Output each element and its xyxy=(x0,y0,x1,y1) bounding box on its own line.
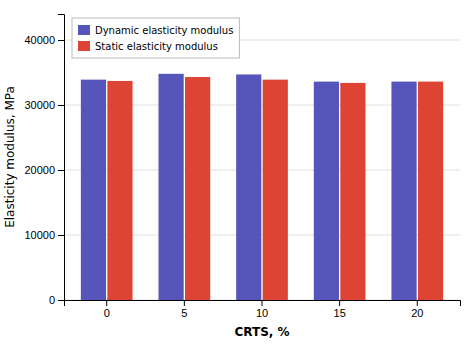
legend-label: Dynamic elasticity modulus xyxy=(95,25,233,36)
x-tick-mark xyxy=(339,300,340,306)
x-tick: 5 xyxy=(181,300,187,319)
bar xyxy=(81,80,106,300)
y-tick-mark xyxy=(58,170,64,171)
chart: 0 5 10 15 20 0 10000 20000 30000 40000 Dynamic ela… xyxy=(0,0,474,344)
y-tick: 20000 xyxy=(24,164,64,176)
x-axis-title: CRTS, % xyxy=(234,325,289,339)
bar xyxy=(107,81,132,300)
y-tick-mark xyxy=(58,105,64,106)
y-tick-label: 20000 xyxy=(24,164,55,176)
bar xyxy=(185,77,210,300)
x-tick-label: 20 xyxy=(411,307,423,319)
series xyxy=(107,77,443,300)
x-axis-line xyxy=(65,301,461,307)
x-tick-label: 5 xyxy=(181,307,187,319)
y-tick: 0 xyxy=(49,294,64,306)
x-tick-label: 10 xyxy=(256,307,268,319)
x-tick-mark xyxy=(262,300,263,306)
y-tick-mark xyxy=(58,40,64,41)
y-axis-title: Elasticity modulus, MPa xyxy=(3,86,17,228)
bar xyxy=(314,82,339,300)
y-axis: 0 10000 20000 30000 40000 xyxy=(24,15,64,307)
x-tick-label: 15 xyxy=(334,307,346,319)
x-tick: 15 xyxy=(334,300,346,319)
x-tick-mark xyxy=(184,300,185,306)
bar xyxy=(159,74,184,300)
bar xyxy=(391,82,416,300)
y-tick-mark xyxy=(58,235,64,236)
y-tick-label: 30000 xyxy=(24,99,55,111)
x-tick: 10 xyxy=(256,300,268,319)
bar xyxy=(263,80,288,300)
y-tick-mark xyxy=(58,300,64,301)
y-tick-label: 0 xyxy=(49,294,55,306)
y-tick: 30000 xyxy=(24,99,64,111)
legend-frame xyxy=(72,18,239,58)
x-tick: 0 xyxy=(104,300,110,319)
y-axis-line xyxy=(58,15,65,301)
x-tick: 20 xyxy=(411,300,423,319)
series xyxy=(81,74,417,300)
bar xyxy=(418,82,443,300)
y-tick-label: 40000 xyxy=(24,34,55,46)
legend-swatch xyxy=(78,41,90,51)
bar xyxy=(340,83,365,300)
y-tick-label: 10000 xyxy=(24,229,55,241)
y-tick: 10000 xyxy=(24,229,64,241)
legend-item: Static elasticity modulus xyxy=(78,41,218,52)
bars xyxy=(81,74,443,300)
x-tick-mark xyxy=(106,300,107,306)
legend-swatch xyxy=(78,25,90,35)
y-tick: 40000 xyxy=(24,34,64,46)
bar xyxy=(236,74,261,300)
legend-label: Static elasticity modulus xyxy=(95,41,218,52)
plot: 0 5 10 15 20 0 10000 20000 30000 40000 Dynamic ela… xyxy=(24,15,460,319)
grid xyxy=(64,40,460,300)
x-tick-label: 0 xyxy=(104,307,110,319)
x-axis: 0 5 10 15 20 xyxy=(65,300,461,319)
legend: Dynamic elasticity modulus Static elastic… xyxy=(72,18,239,58)
legend-item: Dynamic elasticity modulus xyxy=(78,25,233,36)
x-tick-mark xyxy=(417,300,418,306)
